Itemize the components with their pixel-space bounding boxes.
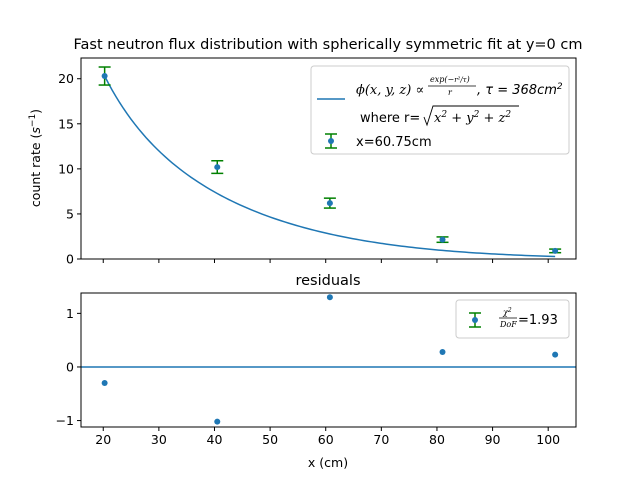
point-marker [101, 73, 108, 80]
top-y-ticks: 0 5 10 15 20 [58, 71, 81, 267]
bottom-legend: χ2 DoF =1.93 [455, 299, 570, 339]
bottom-axes-frame [80, 292, 577, 428]
top-y-axis-label: count rate (s−1) [28, 109, 43, 207]
y-tick-label: 0 [66, 359, 74, 374]
svg-text:DoF: DoF [499, 320, 517, 329]
residual-point [552, 351, 559, 358]
y-tick-label: 0 [66, 252, 74, 267]
y-tick-label: 15 [58, 116, 74, 131]
svg-text:=1.93: =1.93 [518, 313, 558, 328]
svg-text:exp(−r²/τ): exp(−r²/τ) [430, 75, 470, 84]
y-tick-label: 20 [58, 71, 74, 86]
y-tick-label: −1 [56, 413, 74, 428]
residual-point [439, 348, 446, 355]
y-tick-label: 1 [66, 306, 74, 321]
bottom-legend-box [455, 299, 570, 339]
x-tick-label: 100 [536, 432, 560, 447]
data-point [436, 236, 449, 244]
top-legend: ϕ(x, y, z) ∝ exp(−r²/τ) r , τ = 368cm2 w… [310, 65, 570, 155]
legend-points-swatch [325, 133, 337, 149]
x-tick-label: 90 [485, 432, 501, 447]
svg-text:, τ = 368cm2: , τ = 368cm2 [477, 82, 563, 98]
legend-chi-label: χ2 DoF =1.93 [499, 307, 558, 329]
top-marks [98, 66, 562, 258]
data-point [98, 66, 111, 86]
svg-text:x2 + y2 + z2: x2 + y2 + z2 [434, 110, 511, 126]
bottom-marks [81, 294, 576, 425]
top-plot: 0 5 10 15 20 count rate (s−1) [28, 57, 577, 267]
residual-point [214, 418, 221, 425]
point-marker [214, 164, 221, 171]
svg-text:where r=: where r= [360, 111, 420, 126]
residual-point [326, 294, 333, 301]
x-tick-label: 30 [151, 432, 167, 447]
x-tick-label: 70 [373, 432, 389, 447]
point-marker [326, 200, 333, 207]
x-tick-label: 60 [318, 432, 334, 447]
main-title: Fast neutron flux distribution with sphe… [74, 37, 583, 53]
x-tick-label: 50 [262, 432, 278, 447]
x-tick-label: 40 [207, 432, 223, 447]
legend-chi-swatch [469, 312, 481, 328]
fit-curve [103, 75, 556, 258]
data-point [211, 160, 224, 175]
svg-text:χ2: χ2 [502, 307, 512, 317]
residuals-title: residuals [295, 273, 360, 289]
residual-point [101, 380, 108, 387]
legend-fit-label: ϕ(x, y, z) ∝ exp(−r²/τ) r , τ = 368cm2 w… [356, 75, 563, 127]
x-tick-label: 20 [95, 432, 111, 447]
svg-text:ϕ(x, y, z) ∝: ϕ(x, y, z) ∝ [356, 83, 424, 98]
point-marker [552, 247, 559, 254]
x-tick-label: 80 [429, 432, 445, 447]
bottom-plot: −1 0 1 20 30 40 50 60 70 80 90 100 x (cm) [56, 292, 577, 470]
top-legend-box [310, 65, 570, 155]
bottom-x-axis-label: x (cm) [308, 455, 348, 470]
bottom-x-ticks: 20 30 40 50 60 70 80 90 100 [95, 427, 560, 447]
point-marker [439, 236, 446, 243]
data-point [549, 247, 562, 254]
legend-points-label: x=60.75cm [356, 135, 432, 150]
top-axes-frame [80, 57, 577, 260]
svg-text:r: r [448, 88, 453, 97]
y-tick-label: 10 [58, 161, 74, 176]
bottom-y-ticks: −1 0 1 [56, 306, 81, 428]
y-tick-label: 5 [66, 206, 74, 221]
top-x-ticks [102, 259, 549, 263]
data-point [323, 197, 336, 209]
